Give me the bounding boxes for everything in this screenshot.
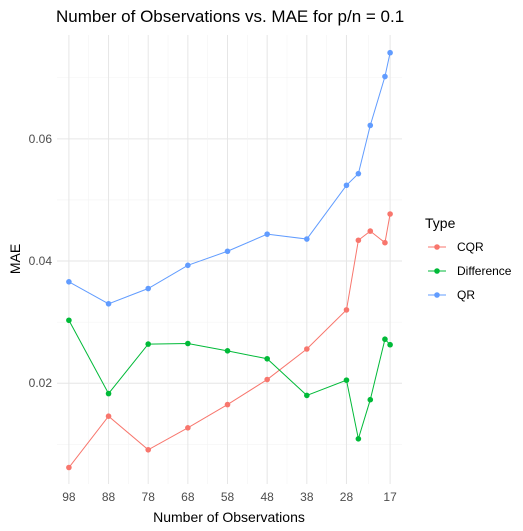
data-point-cqr — [145, 446, 152, 453]
data-point-qr — [185, 262, 191, 269]
data-point-difference — [66, 317, 72, 324]
x-tick-label: 98 — [62, 490, 76, 504]
data-point-cqr — [224, 401, 231, 408]
data-point-qr — [224, 248, 231, 255]
data-point-difference — [304, 392, 310, 399]
data-point-difference — [387, 341, 393, 348]
data-point-cqr — [105, 413, 112, 419]
legend-key-point — [434, 268, 440, 274]
series-qr — [66, 49, 393, 307]
legend-items: CQR Difference QR — [428, 240, 512, 302]
data-point-cqr — [343, 307, 350, 313]
series-line-qr — [68, 52, 391, 305]
y-tick-label: 0.06 — [29, 132, 53, 146]
data-point-qr — [264, 231, 270, 237]
legend-key-point — [434, 244, 440, 250]
data-point-qr — [66, 278, 72, 285]
data-point-difference — [105, 390, 112, 397]
legend-item-qr: QR — [428, 288, 475, 302]
x-tick-label: 28 — [340, 490, 354, 504]
legend-label-qr: QR — [457, 288, 475, 302]
x-tick-label: 88 — [102, 490, 116, 504]
legend-label-difference: Difference — [457, 264, 512, 278]
data-point-difference — [343, 377, 350, 383]
y-tick-label: 0.02 — [29, 376, 53, 390]
legend-key-point — [434, 292, 440, 298]
x-tick-label: 17 — [383, 490, 397, 504]
data-point-qr — [355, 170, 362, 177]
series-line-cqr — [68, 213, 391, 468]
data-point-cqr — [367, 228, 374, 234]
data-point-difference — [382, 336, 388, 343]
data-point-qr — [105, 300, 112, 307]
data-point-qr — [343, 182, 350, 189]
data-point-difference — [185, 340, 191, 347]
x-tick-label: 58 — [221, 490, 235, 504]
grid-lines — [57, 35, 402, 484]
legend-title: Type — [425, 215, 456, 231]
data-point-cqr — [185, 424, 191, 431]
data-point-qr — [145, 285, 152, 292]
data-point-cqr — [355, 237, 362, 244]
x-tick-label: 48 — [260, 490, 274, 504]
series-layer — [66, 49, 393, 471]
data-point-cqr — [264, 376, 270, 383]
series-difference — [66, 317, 393, 442]
legend-item-difference: Difference — [428, 264, 512, 278]
data-point-difference — [264, 355, 270, 362]
y-tick-labels: 0.02 0.04 0.06 — [29, 132, 53, 390]
x-axis-title: Number of Observations — [153, 509, 305, 525]
x-tick-label: 68 — [181, 490, 195, 504]
x-tick-label: 78 — [142, 490, 156, 504]
series-line-difference — [68, 320, 391, 439]
legend-item-cqr: CQR — [428, 240, 484, 254]
series-cqr — [66, 211, 393, 471]
data-point-qr — [367, 122, 374, 129]
legend: Type CQR Difference QR — [425, 215, 512, 302]
data-point-difference — [355, 435, 362, 442]
legend-label-cqr: CQR — [457, 240, 484, 254]
data-point-cqr — [304, 346, 310, 352]
y-axis-title: MAE — [7, 244, 23, 274]
data-point-difference — [367, 396, 374, 403]
data-point-difference — [224, 348, 231, 354]
data-point-cqr — [382, 239, 388, 246]
x-tick-labels: 98 88 78 68 58 48 38 28 17 — [62, 490, 397, 504]
data-point-cqr — [387, 211, 393, 217]
data-point-qr — [387, 49, 393, 56]
chart-title: Number of Observations vs. MAE for p/n =… — [56, 7, 404, 26]
x-tick-label: 38 — [300, 490, 314, 504]
data-point-qr — [304, 236, 310, 242]
y-tick-label: 0.04 — [29, 254, 53, 268]
data-point-difference — [145, 341, 152, 347]
data-point-cqr — [66, 464, 72, 471]
data-point-qr — [382, 73, 388, 80]
